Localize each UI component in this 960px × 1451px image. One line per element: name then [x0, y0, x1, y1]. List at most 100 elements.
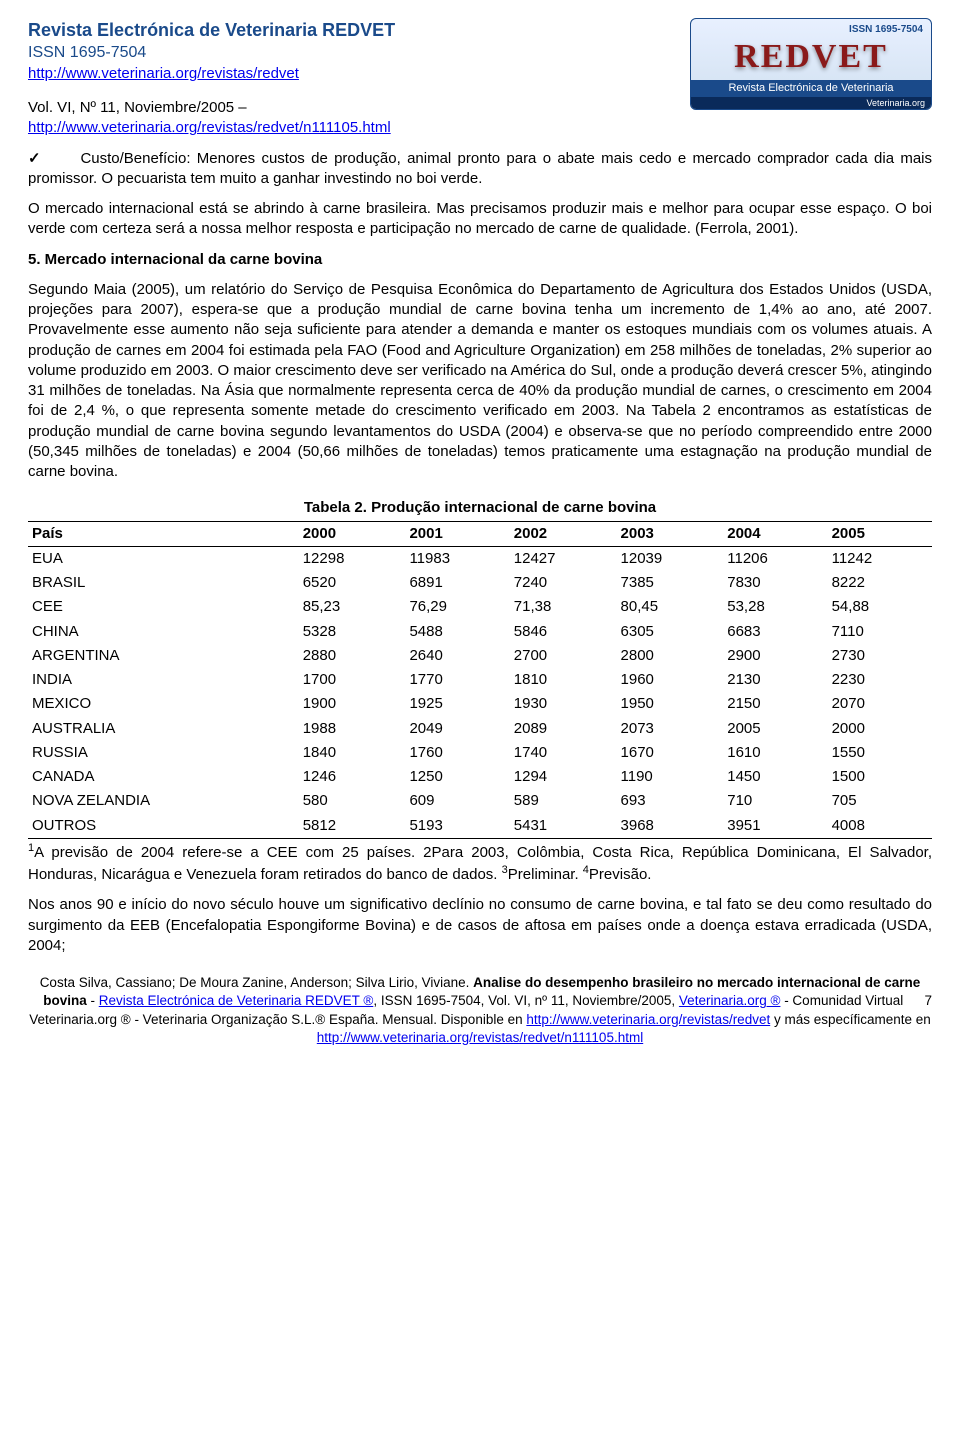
table-row: EUA122981198312427120391120611242: [28, 546, 932, 571]
page-header: Revista Electrónica de Veterinaria REDVE…: [28, 18, 932, 139]
table-cell: RUSSIA: [28, 741, 299, 765]
footer-sep1: -: [87, 993, 99, 1008]
table-cell: 589: [510, 789, 617, 813]
table-cell: AUSTRALIA: [28, 717, 299, 741]
table-cell: 1900: [299, 692, 406, 716]
table-cell: EUA: [28, 546, 299, 571]
table-row: OUTROS581251935431396839514008: [28, 814, 932, 839]
table-cell: 1988: [299, 717, 406, 741]
production-table: País 2000 2001 2002 2003 2004 2005 EUA12…: [28, 521, 932, 839]
col-2001: 2001: [405, 521, 509, 546]
table-cell: CEE: [28, 595, 299, 619]
note-1-text: A previsão de 2004 refere-se a CEE com 2…: [28, 844, 932, 883]
table-row: ARGENTINA288026402700280029002730: [28, 644, 932, 668]
table-cell: 1250: [405, 765, 509, 789]
table-cell: 7110: [828, 620, 932, 644]
table-cell: 1610: [723, 741, 827, 765]
table-row: RUSSIA184017601740167016101550: [28, 741, 932, 765]
table-cell: 1840: [299, 741, 406, 765]
table-row: CHINA532854885846630566837110: [28, 620, 932, 644]
table-cell: 1960: [617, 668, 724, 692]
page-number: 7: [924, 992, 932, 1010]
col-pais: País: [28, 521, 299, 546]
table-cell: 5431: [510, 814, 617, 839]
table-cell: 11242: [828, 546, 932, 571]
table-title: Tabela 2. Produção internacional de carn…: [28, 498, 932, 518]
paragraph-1: ✓ Custo/Benefício: Menores custos de pro…: [28, 149, 932, 190]
table-cell: 1925: [405, 692, 509, 716]
table-row: INDIA170017701810196021302230: [28, 668, 932, 692]
table-row: AUSTRALIA198820492089207320052000: [28, 717, 932, 741]
table-cell: 609: [405, 789, 509, 813]
table-cell: 2640: [405, 644, 509, 668]
table-cell: 53,28: [723, 595, 827, 619]
table-cell: 11983: [405, 546, 509, 571]
table-cell: 12039: [617, 546, 724, 571]
table-cell: 2049: [405, 717, 509, 741]
table-cell: 7830: [723, 571, 827, 595]
table-cell: 1670: [617, 741, 724, 765]
table-cell: 2070: [828, 692, 932, 716]
table-cell: MEXICO: [28, 692, 299, 716]
table-cell: 1700: [299, 668, 406, 692]
table-cell: 1500: [828, 765, 932, 789]
table-cell: 2150: [723, 692, 827, 716]
table-cell: 580: [299, 789, 406, 813]
footer-more-text: y más específicamente en: [770, 1012, 931, 1027]
logo-subtitle: Revista Electrónica de Veterinaria: [690, 80, 932, 97]
footer-issn-vol: , ISSN 1695-7504, Vol. VI, nº 11, Noviem…: [373, 993, 679, 1008]
logo-main-text: REDVET: [734, 34, 888, 80]
table-cell: 2000: [828, 717, 932, 741]
table-cell: 2880: [299, 644, 406, 668]
table-cell: 6520: [299, 571, 406, 595]
table-cell: 54,88: [828, 595, 932, 619]
table-cell: 1930: [510, 692, 617, 716]
table-cell: 1450: [723, 765, 827, 789]
table-cell: 1294: [510, 765, 617, 789]
table-cell: NOVA ZELANDIA: [28, 789, 299, 813]
note-3-text: Preliminar.: [508, 866, 583, 883]
table-cell: 5812: [299, 814, 406, 839]
table-cell: 693: [617, 789, 724, 813]
col-2005: 2005: [828, 521, 932, 546]
table-cell: 710: [723, 789, 827, 813]
paragraph-3: Segundo Maia (2005), um relatório do Ser…: [28, 280, 932, 483]
logo-footer: Veterinaria.org: [691, 97, 931, 109]
table-cell: 7385: [617, 571, 724, 595]
table-cell: CHINA: [28, 620, 299, 644]
table-row: BRASIL652068917240738578308222: [28, 571, 932, 595]
checkmark-icon: ✓: [28, 150, 43, 167]
paragraph-2: O mercado internacional está se abrindo …: [28, 199, 932, 240]
col-2003: 2003: [617, 521, 724, 546]
table-footnote: 1A previsão de 2004 refere-se a CEE com …: [28, 841, 932, 886]
table-cell: 8222: [828, 571, 932, 595]
table-cell: 1950: [617, 692, 724, 716]
table-cell: INDIA: [28, 668, 299, 692]
header-url-1[interactable]: http://www.veterinaria.org/revistas/redv…: [28, 65, 299, 82]
table-cell: 1740: [510, 741, 617, 765]
table-cell: CANADA: [28, 765, 299, 789]
footer-authors: Costa Silva, Cassiano; De Moura Zanine, …: [40, 975, 473, 990]
table-cell: 12427: [510, 546, 617, 571]
volume-line: Vol. VI, Nº 11, Noviembre/2005 –: [28, 98, 690, 118]
issn-line: ISSN 1695-7504: [28, 42, 690, 64]
table-cell: ARGENTINA: [28, 644, 299, 668]
table-cell: 2005: [723, 717, 827, 741]
footer-link-4[interactable]: http://www.veterinaria.org/revistas/redv…: [317, 1030, 643, 1045]
table-row: CEE85,2376,2971,3880,4553,2854,88: [28, 595, 932, 619]
table-cell: OUTROS: [28, 814, 299, 839]
table-cell: 5193: [405, 814, 509, 839]
footer-link-1[interactable]: Revista Electrónica de Veterinaria REDVE…: [99, 993, 374, 1008]
header-url-2[interactable]: http://www.veterinaria.org/revistas/redv…: [28, 119, 391, 136]
table-cell: 6891: [405, 571, 509, 595]
footer-link-3[interactable]: http://www.veterinaria.org/revistas/redv…: [526, 1012, 770, 1027]
table-cell: 5846: [510, 620, 617, 644]
col-2002: 2002: [510, 521, 617, 546]
table-cell: 2800: [617, 644, 724, 668]
table-cell: 1190: [617, 765, 724, 789]
table-cell: 2130: [723, 668, 827, 692]
footer-link-2[interactable]: Veterinaria.org ®: [679, 993, 781, 1008]
table-cell: 6683: [723, 620, 827, 644]
table-row: NOVA ZELANDIA580609589693710705: [28, 789, 932, 813]
table-cell: 1550: [828, 741, 932, 765]
